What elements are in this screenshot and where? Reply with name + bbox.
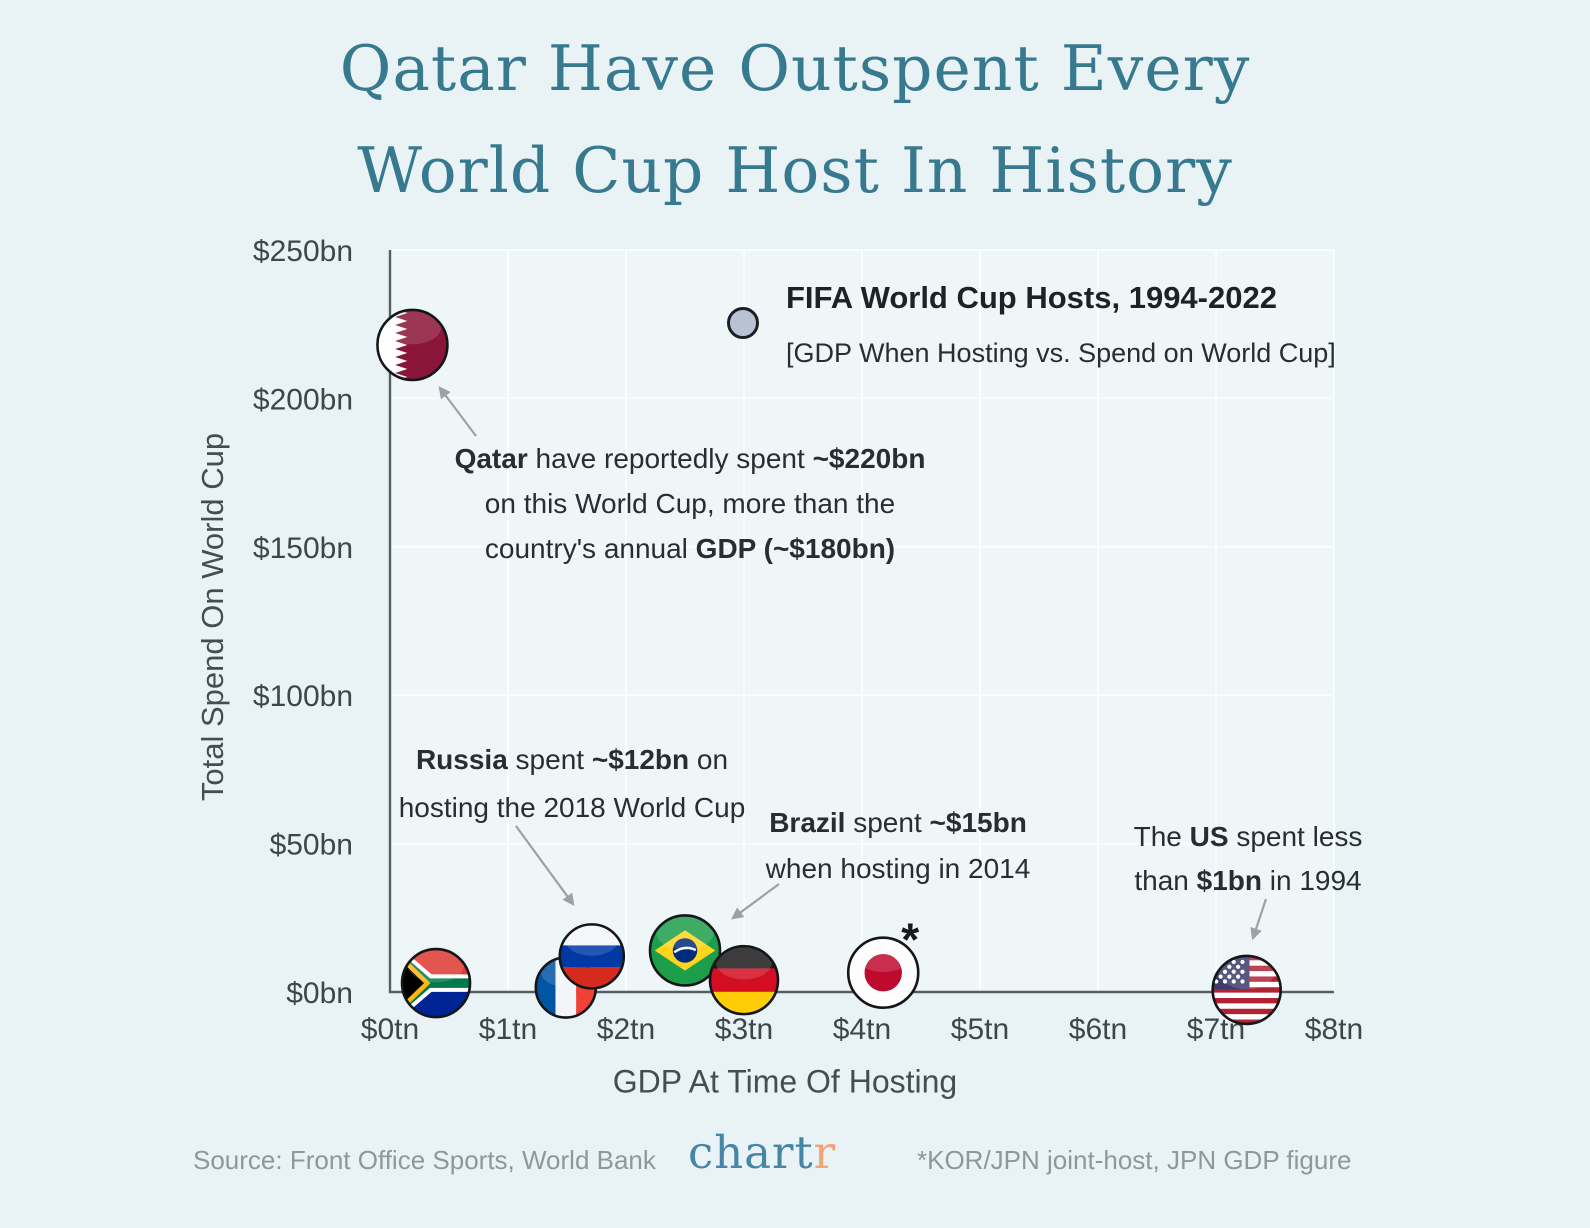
annotation-arrow-brazil xyxy=(731,883,780,920)
flag-brazil-icon xyxy=(648,914,722,987)
flag-russia-icon xyxy=(558,923,626,990)
legend-subtitle: [GDP When Hosting vs. Spend on World Cup… xyxy=(786,338,1336,368)
annotation-line: when hosting in 2014 xyxy=(765,853,1031,884)
x-tick-label: $0tn xyxy=(361,1013,419,1046)
x-tick-label: $8tn xyxy=(1305,1013,1363,1046)
annotation-arrow-us xyxy=(1250,898,1268,941)
annotation-line: Qatar have reportedly spent ~$220bn xyxy=(454,443,926,474)
footnote: *KOR/JPN joint-host, JPN GDP figure xyxy=(917,1145,1352,1175)
chartr-logo-orange-part: r xyxy=(813,1126,837,1179)
x-tick-label: $2tn xyxy=(597,1013,655,1046)
x-tick-label: $3tn xyxy=(715,1013,773,1046)
flag-usa-icon xyxy=(1211,954,1282,1026)
x-tick-label: $5tn xyxy=(951,1013,1009,1046)
axes-lines xyxy=(388,250,1334,994)
annotation-qatar: Qatar have reportedly spent ~$220bn on th… xyxy=(455,436,926,571)
annotation-line: on this World Cup, more than the xyxy=(484,488,896,519)
y-tick-label: $200bn xyxy=(253,383,353,416)
chartr-logo: chartr xyxy=(688,1126,836,1179)
x-tick-label: $1tn xyxy=(479,1013,537,1046)
x-axis-title: GDP At Time Of Hosting xyxy=(612,1063,958,1100)
y-axis-title: Total Spend On World Cup xyxy=(195,432,230,802)
gridlines xyxy=(390,249,1335,992)
joint-host-asterisk: * xyxy=(901,914,919,966)
annotation-russia: Russia spent ~$12bn on hosting the 2018 W… xyxy=(399,736,746,832)
source-credit: Source: Front Office Sports, World Bank xyxy=(193,1145,656,1175)
legend-marker-circle xyxy=(727,307,759,339)
annotation-arrow-qatar xyxy=(438,386,477,437)
annotation-brazil: Brazil spent ~$15bn when hosting in 2014 xyxy=(766,800,1031,892)
flag-south-africa-icon xyxy=(400,947,472,1019)
annotation-line: The US spent less xyxy=(1133,821,1363,852)
annotation-line: Brazil spent ~$15bn xyxy=(769,807,1027,838)
y-tick-label: $150bn xyxy=(253,532,353,565)
flag-germany-icon xyxy=(708,944,780,1016)
y-tick-label: $0bn xyxy=(286,977,353,1010)
flag-qatar-icon xyxy=(376,308,449,382)
chartr-logo-teal-part: chart xyxy=(688,1126,814,1179)
annotation-line: hosting the 2018 World Cup xyxy=(398,792,746,823)
x-tick-label: $4tn xyxy=(833,1013,891,1046)
title-line-1: Qatar Have Outspent Every xyxy=(339,32,1251,105)
annotation-line: country's annual GDP (~$180bn) xyxy=(484,533,896,564)
y-tick-label: $250bn xyxy=(253,235,353,268)
page-title: Qatar Have Outspent Every World Cup Host … xyxy=(0,18,1590,222)
annotation-arrow-russia xyxy=(515,825,575,906)
annotation-line: Russia spent ~$12bn on xyxy=(415,744,729,775)
x-tick-label: $6tn xyxy=(1069,1013,1127,1046)
legend-title: FIFA World Cup Hosts, 1994-2022 xyxy=(786,280,1277,315)
annotation-us: The US spent less than $1bn in 1994 xyxy=(1134,815,1363,903)
y-tick-label: $50bn xyxy=(270,829,353,862)
flag-japan-icon xyxy=(846,936,920,1010)
title-line-2: World Cup Host In History xyxy=(357,134,1233,207)
annotation-line: than $1bn in 1994 xyxy=(1134,865,1362,896)
y-tick-label: $100bn xyxy=(253,680,353,713)
